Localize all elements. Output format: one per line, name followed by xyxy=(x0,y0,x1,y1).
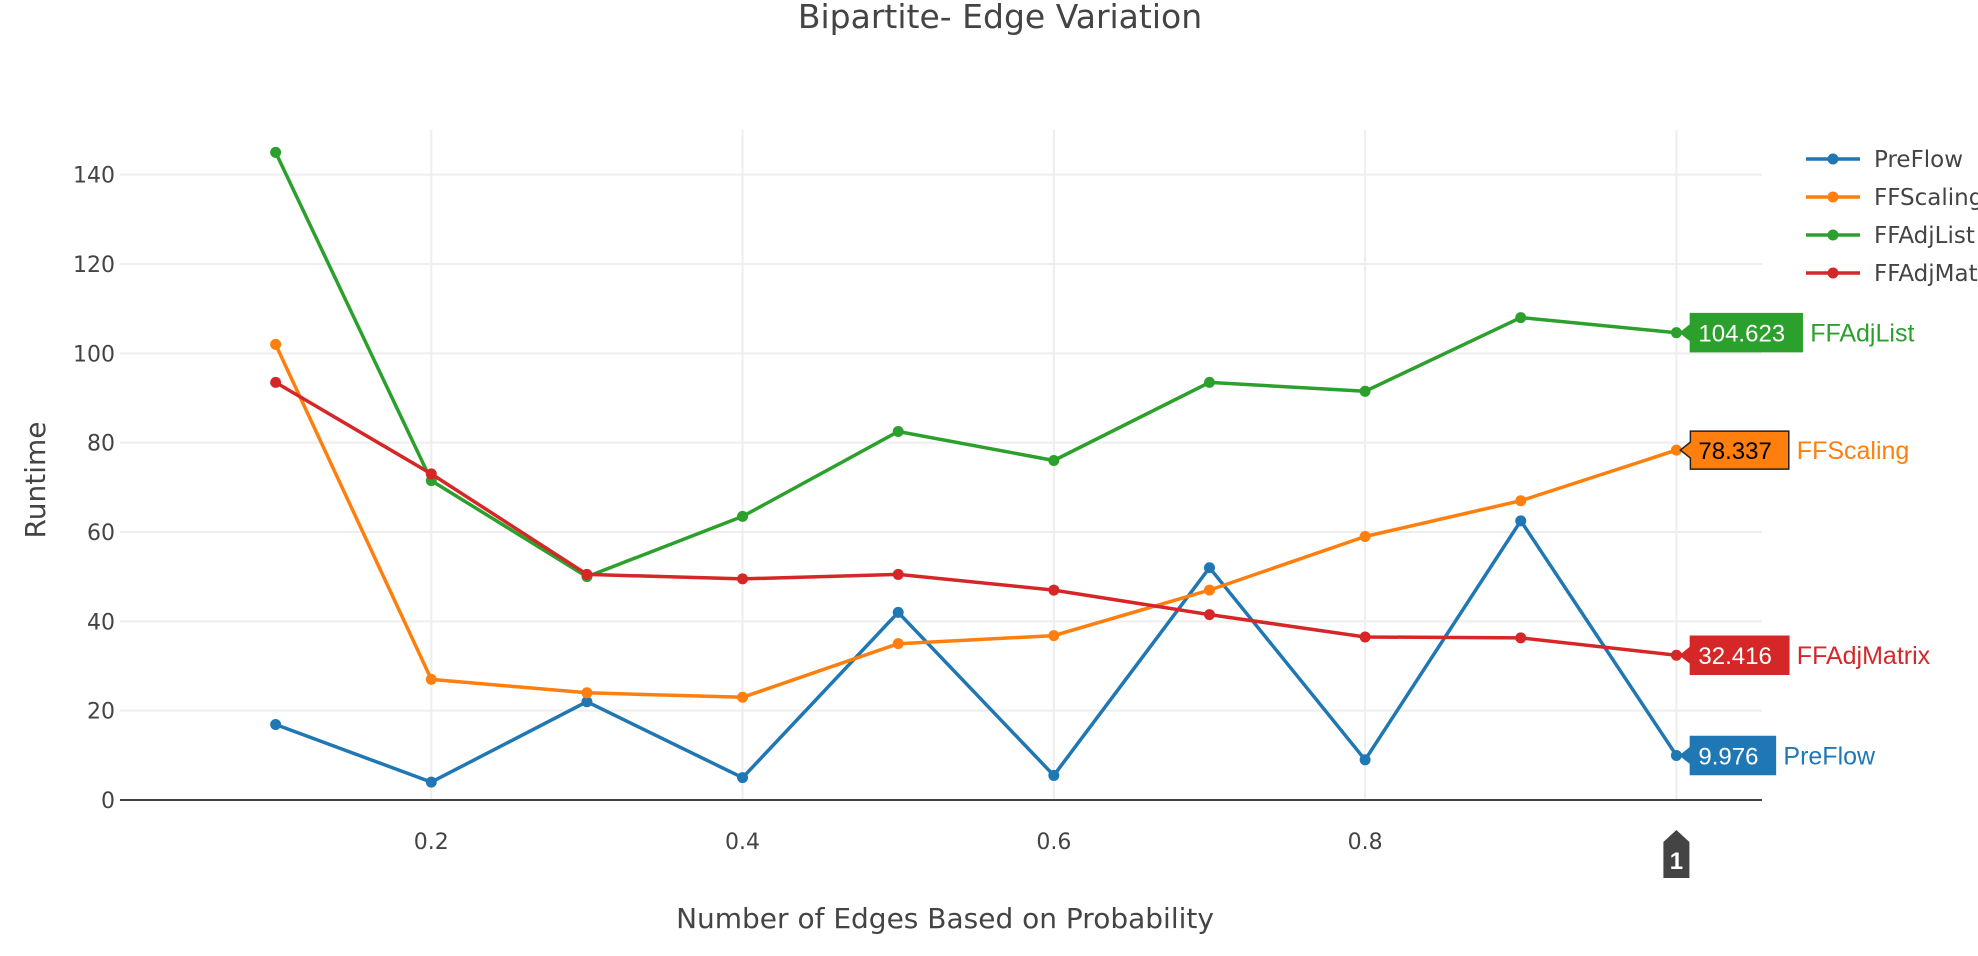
data-point-ffadjmatrix[interactable] xyxy=(737,573,749,585)
data-point-ffscaling[interactable] xyxy=(425,673,437,685)
data-point-ffadjmatrix[interactable] xyxy=(1359,631,1371,643)
legend-swatch-marker xyxy=(1827,191,1839,203)
legend-label: FFScaling xyxy=(1874,185,1978,211)
data-point-ffscaling[interactable] xyxy=(737,691,749,703)
x-tick-label: 0.6 xyxy=(1036,830,1071,855)
series-layer[interactable] xyxy=(270,146,1682,788)
data-point-ffadjlist[interactable] xyxy=(270,146,282,158)
hover-series-name: FFAdjList xyxy=(1810,320,1914,348)
y-tick-label: 40 xyxy=(87,610,115,635)
data-point-preflow[interactable] xyxy=(1203,562,1215,574)
data-point-ffscaling[interactable] xyxy=(1203,584,1215,596)
hover-value: 9.976 xyxy=(1698,743,1758,770)
data-point-ffadjlist[interactable] xyxy=(737,510,749,522)
x-hover-label: 1 xyxy=(1663,830,1690,878)
data-point-preflow[interactable] xyxy=(1670,749,1682,761)
data-point-ffscaling[interactable] xyxy=(1359,530,1371,542)
hover-box xyxy=(1679,430,1790,470)
y-tick-label: 120 xyxy=(73,253,115,278)
data-point-ffadjmatrix[interactable] xyxy=(581,568,593,580)
data-point-ffadjmatrix[interactable] xyxy=(1670,649,1682,661)
legend-item-preflow[interactable]: PreFlow xyxy=(1806,147,1963,173)
legend-item-ffscaling[interactable]: FFScaling xyxy=(1806,185,1978,211)
hover-label-ffadjmatrix: 32.416 FFAdjMatrix xyxy=(1679,635,1931,675)
hover-labels: 104.623 FFAdjList 78.337 FFScaling 32.416 FFA… xyxy=(1663,312,1931,878)
data-point-ffadjmatrix[interactable] xyxy=(425,468,437,480)
data-point-ffadjlist[interactable] xyxy=(1048,455,1060,467)
x-tick-label: 0.8 xyxy=(1348,830,1383,855)
series-ffscaling[interactable] xyxy=(270,338,1682,703)
series-line-preflow xyxy=(274,519,1678,784)
data-point-ffadjmatrix[interactable] xyxy=(1048,584,1060,596)
legend-label: PreFlow xyxy=(1874,147,1963,173)
hover-series-name: FFScaling xyxy=(1797,437,1910,465)
x-tick-label: 0.4 xyxy=(725,830,760,855)
data-point-ffadjlist[interactable] xyxy=(1515,312,1527,324)
y-tick-label: 80 xyxy=(87,432,115,457)
data-point-ffadjmatrix[interactable] xyxy=(1515,632,1527,644)
data-point-ffscaling[interactable] xyxy=(1670,444,1682,456)
data-point-preflow[interactable] xyxy=(1359,754,1371,766)
data-point-preflow[interactable] xyxy=(1048,769,1060,781)
series-ffadjlist[interactable] xyxy=(270,146,1682,583)
data-point-ffadjlist[interactable] xyxy=(1359,385,1371,397)
hover-box xyxy=(1679,635,1790,675)
y-tick-label: 100 xyxy=(73,342,115,367)
legend[interactable]: PreFlow FFScaling FFAdjList FFAdjMat xyxy=(1806,147,1978,287)
data-point-preflow[interactable] xyxy=(1515,515,1527,527)
hover-value: 104.623 xyxy=(1698,321,1785,348)
data-point-ffadjmatrix[interactable] xyxy=(270,376,282,388)
data-point-ffadjlist[interactable] xyxy=(892,426,904,437)
hover-box xyxy=(1679,312,1803,353)
legend-label: FFAdjList xyxy=(1874,223,1975,249)
data-point-ffscaling[interactable] xyxy=(581,687,593,699)
axes: 0 20 40 60 80 100 120 140 0.2 0.4 0.6 0.8 xyxy=(73,164,1762,855)
hover-series-name: PreFlow xyxy=(1783,742,1876,770)
data-point-preflow[interactable] xyxy=(892,606,904,618)
data-point-ffadjmatrix[interactable] xyxy=(1203,609,1215,621)
data-point-preflow[interactable] xyxy=(425,776,437,788)
x-hover-value: 1 xyxy=(1670,848,1683,875)
legend-label: FFAdjMat xyxy=(1874,261,1978,287)
data-point-preflow[interactable] xyxy=(737,772,749,784)
series-line-ffadjlist xyxy=(274,151,1677,579)
series-ffadjmatrix[interactable] xyxy=(270,376,1682,661)
hover-box xyxy=(1679,735,1777,776)
series-preflow[interactable] xyxy=(270,515,1682,788)
legend-swatch-marker xyxy=(1827,153,1839,165)
x-tick-label: 0.2 xyxy=(414,830,449,855)
series-line-ffadjmatrix xyxy=(274,380,1677,657)
data-point-ffscaling[interactable] xyxy=(1515,495,1527,507)
gridlines xyxy=(120,130,1762,800)
hover-label-ffscaling: 78.337 FFScaling xyxy=(1679,430,1910,470)
hover-label-preflow: 9.976 PreFlow xyxy=(1679,735,1876,776)
data-point-preflow[interactable] xyxy=(270,719,282,731)
data-point-ffscaling[interactable] xyxy=(1048,630,1060,642)
y-tick-label: 20 xyxy=(87,700,115,725)
y-tick-label: 140 xyxy=(73,164,115,189)
y-tick-label: 0 xyxy=(101,789,115,814)
legend-item-ffadjlist[interactable]: FFAdjList xyxy=(1806,223,1975,249)
hover-label-ffadjlist: 104.623 FFAdjList xyxy=(1679,312,1914,353)
hover-series-name: FFAdjMatrix xyxy=(1797,642,1931,670)
hover-value: 32.416 xyxy=(1698,643,1771,670)
data-point-ffscaling[interactable] xyxy=(892,638,904,650)
y-tick-label: 60 xyxy=(87,521,115,546)
y-axis-title: Runtime xyxy=(19,422,52,539)
legend-item-ffadjmatrix[interactable]: FFAdjMat xyxy=(1806,261,1978,287)
legend-swatch-marker xyxy=(1827,267,1839,279)
hover-value: 78.337 xyxy=(1698,438,1771,465)
data-point-ffadjmatrix[interactable] xyxy=(892,568,904,580)
x-axis-title: Number of Edges Based on Probability xyxy=(676,902,1214,935)
chart-title: Bipartite- Edge Variation xyxy=(798,0,1202,36)
legend-swatch-marker xyxy=(1827,229,1839,241)
data-point-ffscaling[interactable] xyxy=(270,338,282,350)
series-line-ffscaling xyxy=(274,343,1677,700)
x-hover-box xyxy=(1663,830,1690,878)
data-point-preflow[interactable] xyxy=(581,696,593,708)
data-point-ffadjlist[interactable] xyxy=(1203,376,1215,388)
data-point-ffadjlist[interactable] xyxy=(1670,327,1682,339)
